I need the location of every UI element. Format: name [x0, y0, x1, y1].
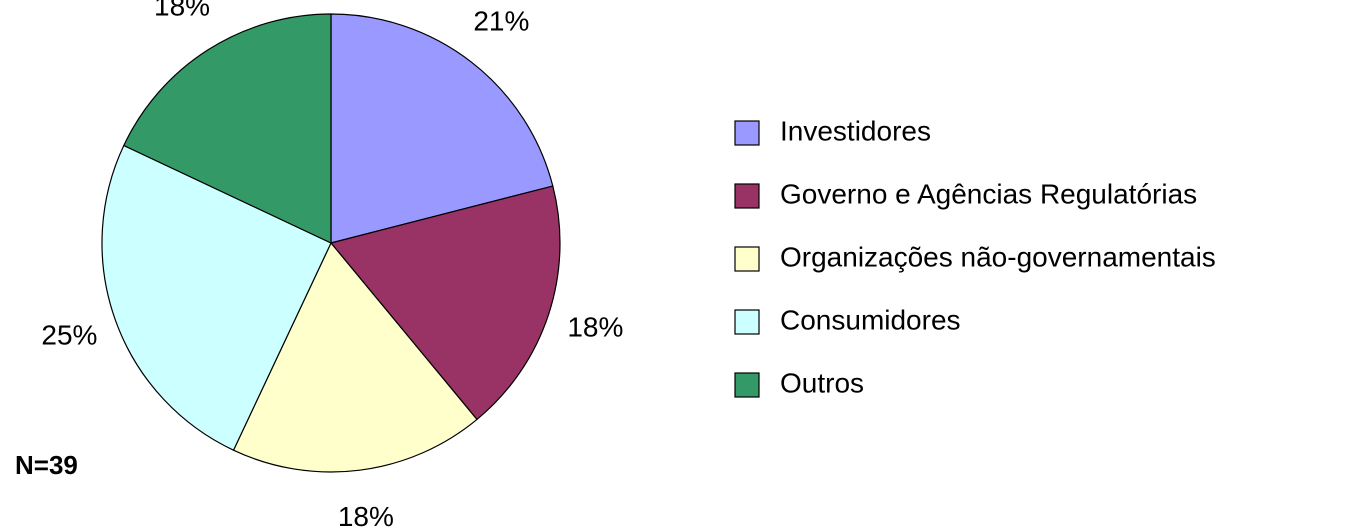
legend-swatch — [734, 120, 760, 146]
data-label: 18% — [338, 501, 394, 532]
data-label: 18% — [154, 0, 210, 22]
annotation: N=39 — [15, 450, 78, 480]
pie-slice — [101, 144, 332, 452]
data-label: 21% — [473, 6, 529, 37]
pie-slice — [330, 13, 554, 244]
legend-label: Governo e Agências Regulatórias — [780, 178, 1197, 209]
data-label: 25% — [41, 320, 97, 351]
legend-swatch — [734, 309, 760, 335]
pie-slice — [122, 13, 332, 244]
legend-swatch — [734, 183, 760, 209]
legend-label: Investidores — [780, 115, 931, 146]
legend-label: Organizações não-governamentais — [780, 241, 1216, 272]
pie-slice — [232, 241, 478, 473]
legend-swatch — [734, 246, 760, 272]
legend-label: Consumidores — [780, 304, 961, 335]
legend-label: Outros — [780, 367, 864, 398]
data-label: 18% — [567, 311, 623, 342]
legend-swatch — [734, 372, 760, 398]
pie-slice — [329, 185, 561, 421]
